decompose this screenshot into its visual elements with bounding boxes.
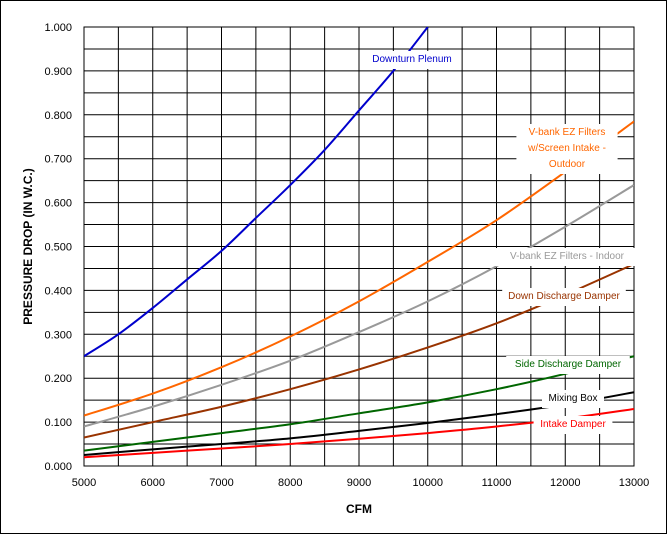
y-tick-label: 0.400 xyxy=(44,285,72,297)
y-tick-label: 0.300 xyxy=(44,329,72,341)
x-tick-label: 10000 xyxy=(412,477,443,489)
series-label-line: Side Discharge Damper xyxy=(515,359,622,370)
plot-border xyxy=(83,26,635,467)
y-tick-label: 0.600 xyxy=(44,198,72,210)
series-line-4 xyxy=(84,355,634,452)
series-label-line: Intake Damper xyxy=(540,419,606,430)
y-axis-title: PRESSURE DROP (IN W.C.) xyxy=(21,168,35,324)
series-label-6: Intake Damper xyxy=(540,419,606,430)
series-label-1: V-bank EZ Filters w/Screen Intake - Outdoo… xyxy=(527,127,606,170)
series-labels: Downturn Plenum V-bank EZ Filters w/Screen… xyxy=(367,51,643,434)
x-tick-label: 5000 xyxy=(72,477,96,489)
y-tick-label: 1.000 xyxy=(44,22,72,34)
x-tick-label: 12000 xyxy=(550,477,581,489)
x-tick-label: 13000 xyxy=(619,477,650,489)
series-label-bg xyxy=(367,51,457,69)
series-label-line: Outdoor xyxy=(549,159,586,170)
series-label-bg xyxy=(491,248,643,266)
series-label-4: Side Discharge Damper xyxy=(515,359,622,370)
y-tick-label: 0.200 xyxy=(44,373,72,385)
x-axis-title: CFM xyxy=(346,502,372,516)
series-label-line: V-bank EZ Filters xyxy=(529,127,606,138)
series-label-5: Mixing Box xyxy=(549,393,598,404)
series-label-bg xyxy=(533,416,613,434)
series-line-1 xyxy=(84,120,634,417)
y-tick-label: 0.900 xyxy=(44,66,72,78)
series-label-line: w/Screen Intake - xyxy=(527,143,606,154)
x-tick-label: 7000 xyxy=(209,477,233,489)
series-label-line: V-bank EZ Filters - Indoor xyxy=(510,251,625,262)
series-label-bg xyxy=(516,124,618,174)
x-tick-label: 9000 xyxy=(347,477,371,489)
y-tick-label: 0.100 xyxy=(44,417,72,429)
series-label-bg xyxy=(502,288,626,306)
series-label-3: Down Discharge Damper xyxy=(508,291,620,302)
x-tick-label: 6000 xyxy=(141,477,165,489)
series-label-line: Mixing Box xyxy=(549,393,598,404)
series-label-line: Downturn Plenum xyxy=(372,54,451,65)
x-tick-label: 11000 xyxy=(482,477,512,489)
series-label-bg xyxy=(506,356,630,374)
tick-labels: 5000 6000 7000 8000 9000 10000 11000 12000 13000… xyxy=(44,22,649,489)
x-tick-label: 8000 xyxy=(278,477,302,489)
series-line-0 xyxy=(84,27,429,358)
y-tick-label: 0.700 xyxy=(44,154,72,166)
y-tick-label: 0.000 xyxy=(44,461,72,473)
series-label-bg xyxy=(542,390,604,408)
series-label-line: Down Discharge Damper xyxy=(508,291,620,302)
series-label-2: V-bank EZ Filters - Indoor xyxy=(510,251,625,262)
series-label-0: Downturn Plenum xyxy=(372,54,451,65)
series-line-2 xyxy=(84,184,634,428)
y-tick-label: 0.500 xyxy=(44,242,72,254)
y-tick-label: 0.800 xyxy=(44,110,72,122)
